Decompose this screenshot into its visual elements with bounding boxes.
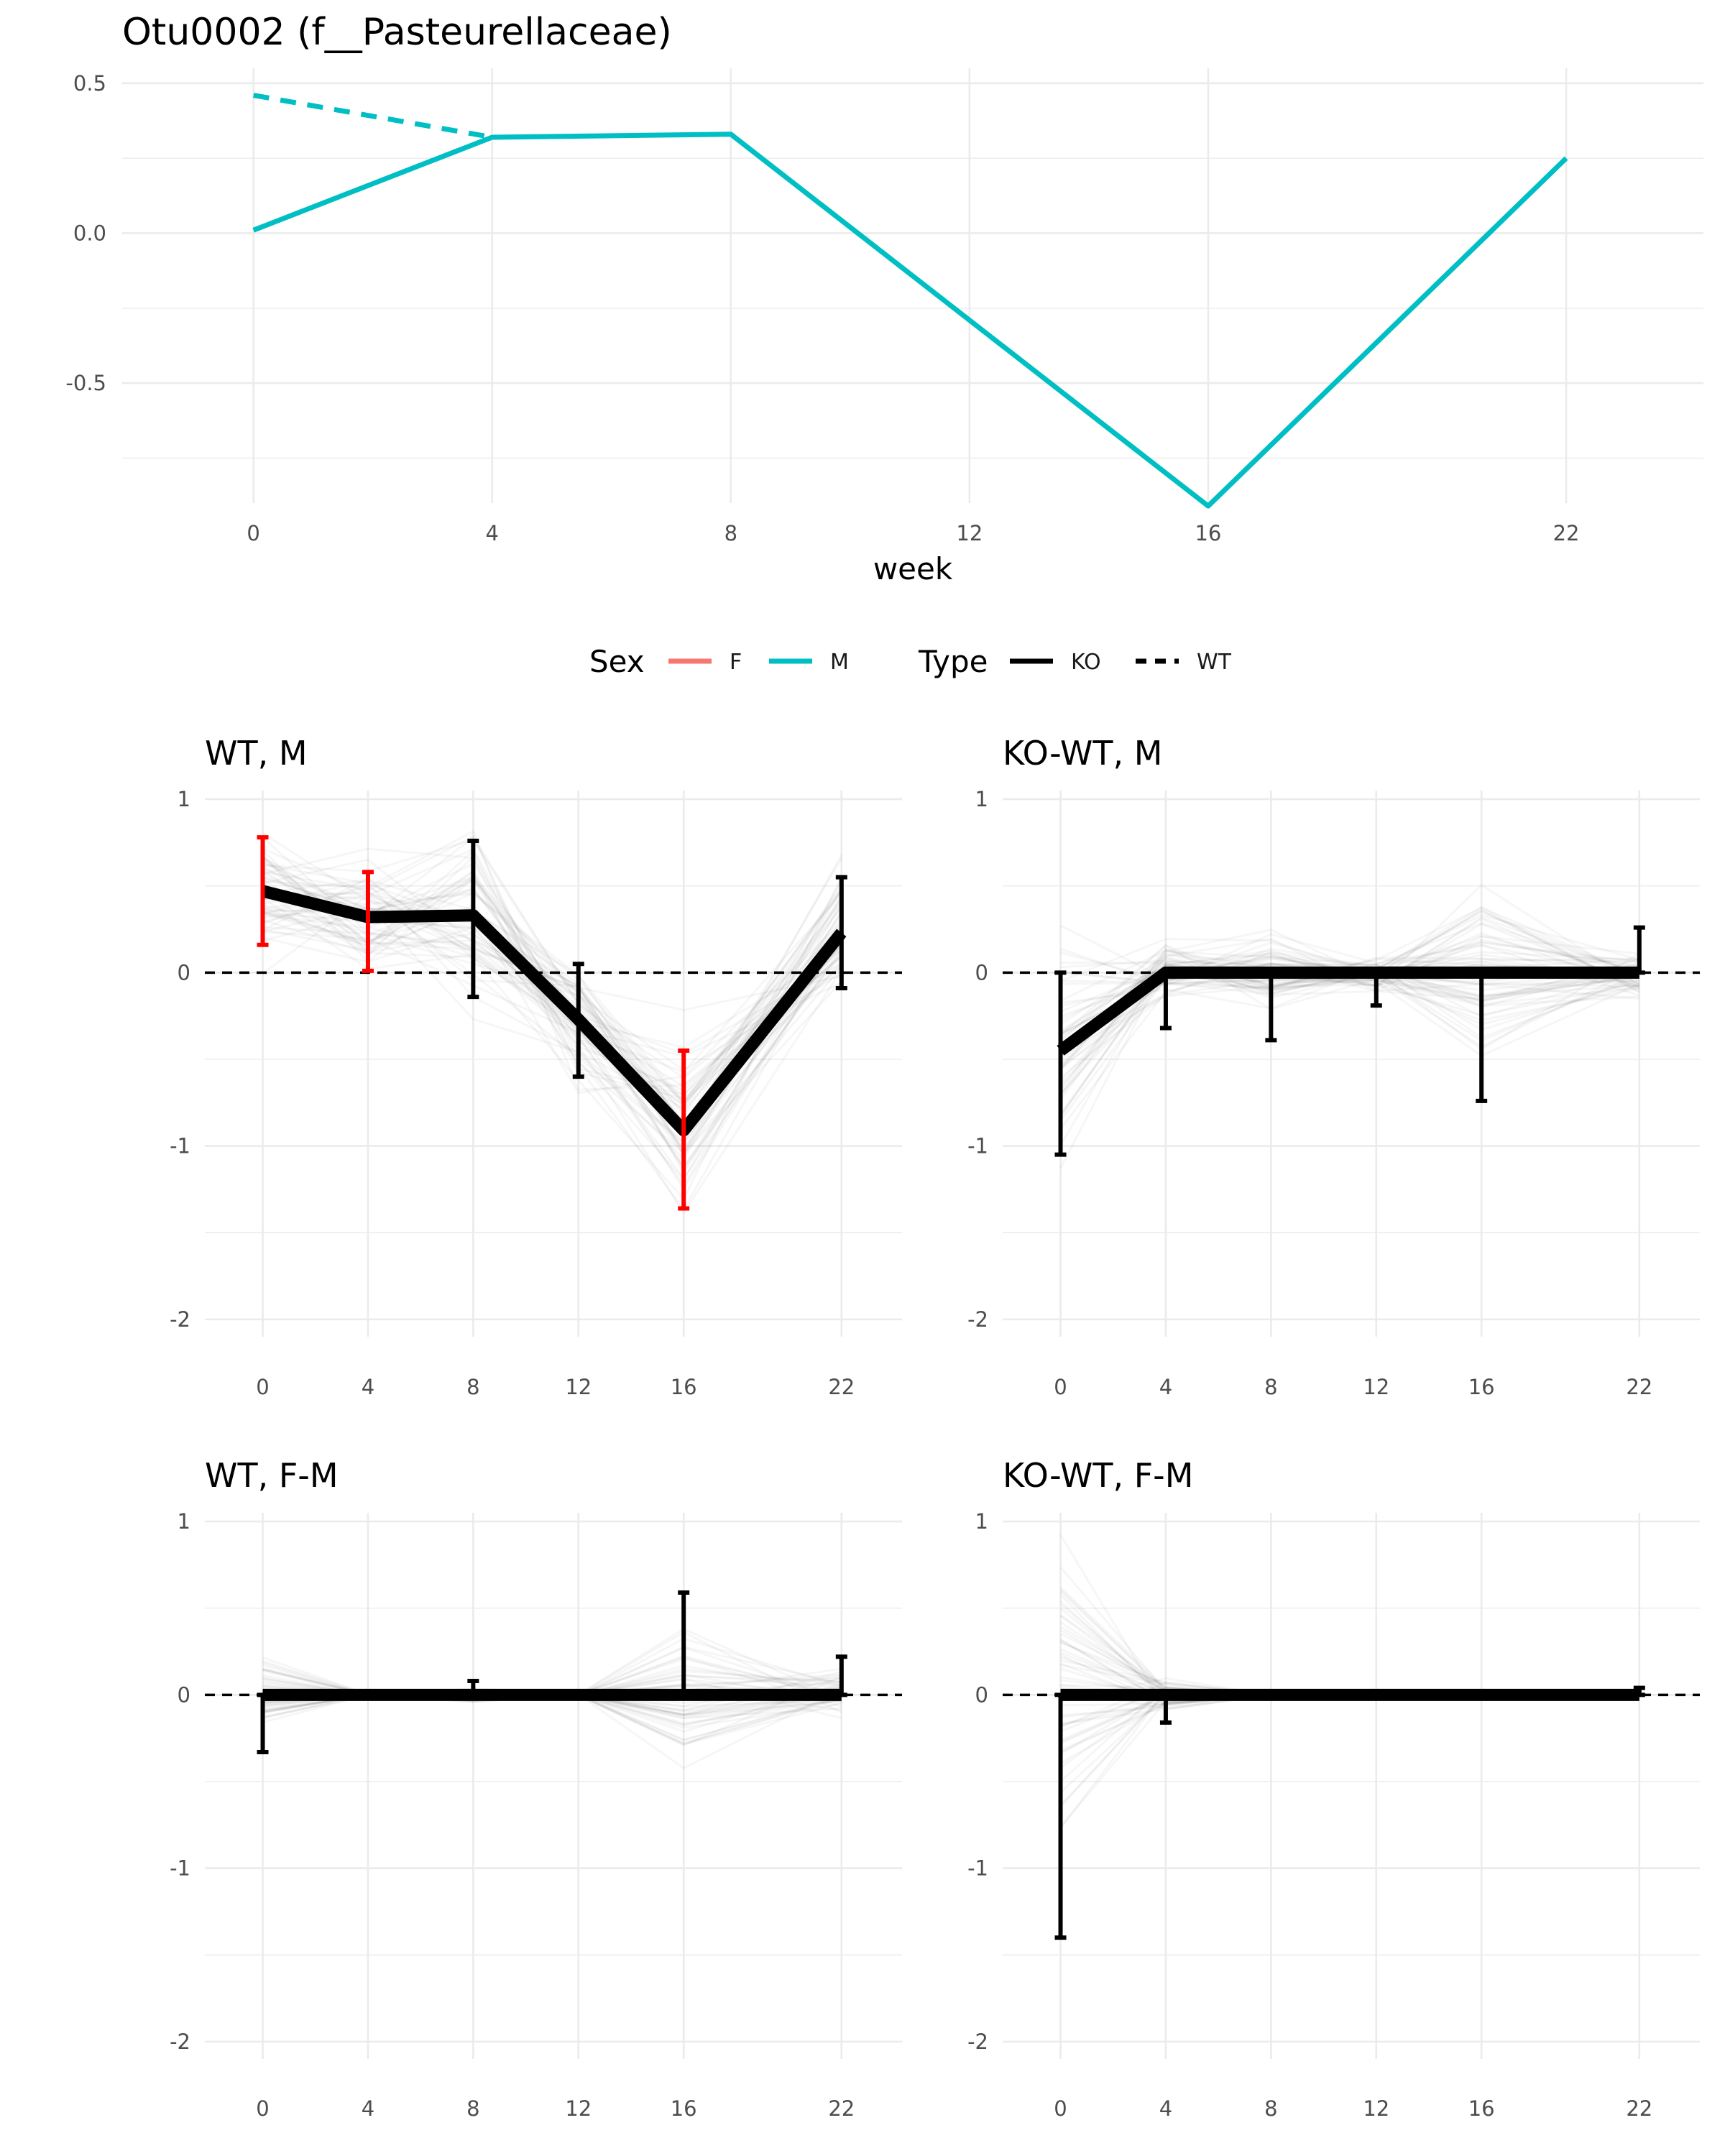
top-y-tick-label: 0.5 — [73, 71, 106, 96]
panel-kowt-m-y-tick-label: -2 — [967, 1307, 988, 1332]
panel-kowt-fm-y-tick-label: -1 — [967, 1856, 988, 1881]
panel-kowt-fm-x-tick-label: 22 — [1626, 2096, 1652, 2121]
panel-wt-fm-y-tick-label: 0 — [178, 1682, 190, 1707]
panel-kowt-m-x-tick-label: 22 — [1626, 1375, 1652, 1399]
panel-wt-m-x-tick-label: 8 — [466, 1375, 479, 1399]
top-plot-title: Otu0002 (f__Pasteurellaceae) — [122, 11, 672, 54]
top-x-tick-label: 4 — [485, 521, 498, 545]
panel-kowt-m-title: KO-WT, M — [1003, 734, 1162, 773]
top-series-ko-line — [252, 132, 1568, 509]
legend: Sex F M Type KO WT — [589, 644, 1232, 679]
panel-wt-m-y-tick-label: -1 — [170, 1134, 190, 1158]
panel-wt-m-mean-line — [261, 885, 847, 1137]
legend-sex-f-label: F — [730, 650, 742, 675]
panel-kowt-fm: 1 0 -1 -2 0 4 8 12 16 22 KO-WT, F-M — [967, 1456, 1700, 2121]
panel-wt-fm-title: WT, F-M — [205, 1456, 339, 1495]
panel-wt-fm-x-tick-label: 22 — [828, 2096, 855, 2121]
panel-wt-fm-x-tick-label: 16 — [671, 2096, 697, 2121]
panel-wt-m-y-tick-label: -2 — [170, 1307, 190, 1332]
panel-kowt-m-x-tick-label: 0 — [1054, 1375, 1067, 1399]
panel-kowt-m-x-tick-label: 8 — [1264, 1375, 1277, 1399]
panel-kowt-m-y-tick-label: 0 — [975, 960, 988, 985]
panel-wt-m-y-tick-label: 0 — [178, 960, 190, 985]
legend-type-wt-label: WT — [1197, 650, 1232, 675]
legend-type-ko-label: KO — [1071, 650, 1101, 675]
panel-wt-m: 1 0 -1 -2 0 4 8 12 16 22 WT, M — [170, 734, 902, 1399]
panel-kowt-fm-x-tick-label: 8 — [1264, 2096, 1277, 2121]
top-y-tick-label: 0.0 — [73, 221, 106, 245]
legend-type-title: Type — [918, 644, 988, 679]
panel-kowt-fm-title: KO-WT, F-M — [1003, 1456, 1193, 1495]
top-x-tick-label: 0 — [247, 521, 259, 545]
panel-wt-m-x-tick-label: 12 — [565, 1375, 592, 1399]
panel-wt-m-x-tick-label: 22 — [828, 1375, 855, 1399]
panel-wt-m-y-tick-label: 1 — [178, 787, 190, 811]
top-x-tick-label: 22 — [1553, 521, 1580, 545]
panel-wt-fm: 1 0 -1 -2 0 4 8 12 16 22 WT, F-M — [170, 1456, 902, 2121]
panel-kowt-fm-y-tick-label: -2 — [967, 2030, 988, 2054]
panel-kowt-m: 1 0 -1 -2 0 4 8 12 16 22 KO-WT, M — [967, 734, 1700, 1399]
panel-wt-m-x-tick-label: 16 — [671, 1375, 697, 1399]
panel-kowt-fm-x-tick-label: 12 — [1363, 2096, 1389, 2121]
panel-kowt-fm-y-tick-label: 1 — [975, 1509, 988, 1534]
legend-sex-m-label: M — [830, 650, 849, 675]
panel-wt-m-x-tick-label: 0 — [256, 1375, 269, 1399]
top-series-wt-line — [253, 93, 493, 140]
panel-kowt-fm-x-tick-label: 4 — [1159, 2096, 1172, 2121]
panel-kowt-m-y-tick-label: -1 — [967, 1134, 988, 1158]
panel-wt-fm-x-tick-label: 8 — [466, 2096, 479, 2121]
top-x-tick-label: 8 — [724, 521, 737, 545]
top-x-axis-title: week — [873, 551, 953, 586]
panel-kowt-m-mean-line — [1057, 966, 1639, 1056]
panel-wt-fm-x-tick-label: 4 — [362, 2096, 374, 2121]
panel-wt-fm-x-tick-label: 12 — [565, 2096, 592, 2121]
top-x-tick-label: 12 — [956, 521, 983, 545]
panel-kowt-m-x-tick-label: 16 — [1468, 1375, 1495, 1399]
panel-kowt-m-x-tick-label: 12 — [1363, 1375, 1389, 1399]
panel-wt-fm-y-tick-label: -1 — [170, 1856, 190, 1881]
top-plot: 0.5 0.0 -0.5 0 4 8 12 16 22 Otu0002 (f__Pasteurel… — [65, 11, 1703, 586]
top-y-tick-label: -0.5 — [65, 371, 106, 395]
panel-kowt-m-y-tick-label: 1 — [975, 787, 988, 811]
panel-wt-m-x-tick-label: 4 — [362, 1375, 374, 1399]
panel-kowt-m-x-tick-label: 4 — [1159, 1375, 1172, 1399]
panel-kowt-fm-x-tick-label: 16 — [1468, 2096, 1495, 2121]
panel-kowt-fm-y-tick-label: 0 — [975, 1682, 988, 1707]
panel-wt-m-title: WT, M — [205, 734, 308, 773]
legend-sex-title: Sex — [589, 644, 645, 679]
panel-kowt-fm-x-tick-label: 0 — [1054, 2096, 1067, 2121]
top-x-tick-label: 16 — [1195, 521, 1221, 545]
panel-wt-fm-y-tick-label: -2 — [170, 2030, 190, 2054]
panel-wt-fm-y-tick-label: 1 — [178, 1509, 190, 1534]
panel-wt-fm-x-tick-label: 0 — [256, 2096, 269, 2121]
